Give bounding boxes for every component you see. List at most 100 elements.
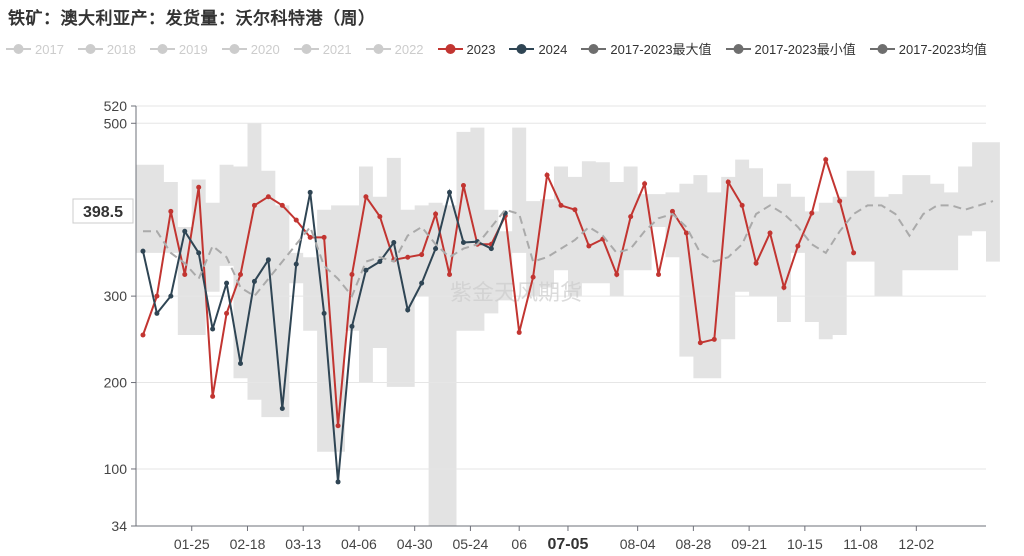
data-point [154, 310, 160, 316]
max-min-range-band [136, 123, 1000, 527]
y-tick-label: 100 [104, 461, 128, 477]
legend-label: 2024 [538, 42, 568, 57]
legend-label: 2020 [250, 42, 280, 57]
legend-label: 2023 [466, 42, 496, 57]
data-point [405, 307, 411, 313]
data-point [363, 194, 369, 200]
legend-marker-icon [581, 44, 607, 54]
legend-label: 2017-2023均值 [898, 42, 987, 57]
x-tick-label: 01-25 [174, 536, 210, 552]
data-point [265, 194, 271, 200]
data-point [697, 340, 703, 346]
data-point [447, 189, 453, 195]
y-tick-label: 200 [104, 375, 128, 391]
legend-item[interactable]: 2023 [437, 36, 496, 63]
data-point [642, 181, 648, 187]
data-point [182, 272, 188, 278]
data-point [307, 189, 313, 195]
y-tick-label: 500 [104, 115, 128, 131]
data-point [224, 280, 230, 286]
data-point [669, 208, 675, 214]
data-point [377, 214, 383, 220]
data-point [823, 157, 829, 163]
data-point [265, 257, 271, 263]
legend-marker-icon [365, 44, 391, 54]
x-tick-label: 02-18 [230, 536, 266, 552]
chart-legend: 2017 2018 2019 2020 2021 2022 2023 2024 2017-202… [6, 36, 1021, 63]
legend-item[interactable]: 2017-2023最小值 [725, 36, 856, 63]
data-point [293, 261, 299, 267]
data-point [182, 228, 188, 234]
x-tick-label: 08-04 [620, 536, 656, 552]
data-point [753, 260, 759, 266]
data-point [279, 202, 285, 208]
legend-marker-icon [77, 44, 103, 54]
legend-item[interactable]: 2020 [221, 36, 280, 63]
legend-item[interactable]: 2019 [149, 36, 208, 63]
data-point [739, 202, 745, 208]
data-point [767, 230, 773, 236]
data-point [711, 336, 717, 342]
data-point [279, 405, 285, 411]
data-point [447, 272, 453, 278]
legend-item[interactable]: 2024 [509, 36, 567, 63]
data-point [419, 252, 425, 258]
range-band-group [136, 123, 1000, 527]
data-point [321, 234, 327, 240]
data-point [795, 243, 801, 249]
data-point [391, 240, 397, 246]
legend-marker-icon [149, 44, 175, 54]
pointer-label-box [72, 198, 134, 224]
pointer-label: 398.5 [83, 204, 123, 221]
data-point [725, 179, 731, 185]
data-point [349, 272, 355, 278]
data-point [140, 248, 146, 254]
data-point [433, 246, 439, 252]
data-point [781, 284, 787, 290]
legend-label: 2017-2023最小值 [754, 42, 856, 57]
legend-marker-icon [509, 44, 535, 54]
data-point [224, 310, 230, 316]
x-tick-label: 06 [511, 536, 527, 552]
data-point [210, 326, 216, 332]
legend-label: 2021 [322, 42, 352, 57]
data-point [851, 250, 857, 256]
data-point [293, 217, 299, 223]
data-point [251, 202, 257, 208]
legend-item[interactable]: 2017-2023最大值 [581, 36, 712, 63]
data-point [488, 246, 494, 252]
y-tick-label: 34 [111, 518, 127, 534]
data-point [558, 202, 564, 208]
legend-label: 2019 [178, 42, 208, 57]
x-tick-label: 09-21 [731, 536, 767, 552]
legend-marker-icon [437, 44, 463, 54]
legend-item[interactable]: 2022 [365, 36, 424, 63]
legend-item[interactable]: 2017 [6, 36, 64, 63]
data-point [530, 274, 536, 280]
data-point [405, 254, 411, 260]
legend-marker-icon [869, 44, 895, 54]
y-axis-pointer: 398.5 [72, 198, 134, 224]
data-point [837, 198, 843, 204]
x-tick-label: 08-28 [675, 536, 711, 552]
legend-marker-icon [221, 44, 247, 54]
x-tick-label: 12-02 [898, 536, 934, 552]
x-tick-label: 04-30 [397, 536, 433, 552]
legend-item[interactable]: 2017-2023均值 [869, 36, 987, 63]
data-point [572, 207, 578, 213]
data-point [683, 230, 689, 236]
legend-item[interactable]: 2018 [77, 36, 136, 63]
data-point [614, 272, 620, 278]
x-tick-label: 05-24 [453, 536, 489, 552]
data-point [349, 323, 355, 329]
legend-marker-icon [6, 44, 31, 54]
data-point [335, 479, 341, 485]
data-point [460, 240, 466, 246]
legend-item[interactable]: 2021 [293, 36, 352, 63]
data-point [363, 267, 369, 273]
data-point [238, 272, 244, 278]
data-point [196, 184, 202, 190]
data-point [586, 243, 592, 249]
data-point [238, 361, 244, 367]
